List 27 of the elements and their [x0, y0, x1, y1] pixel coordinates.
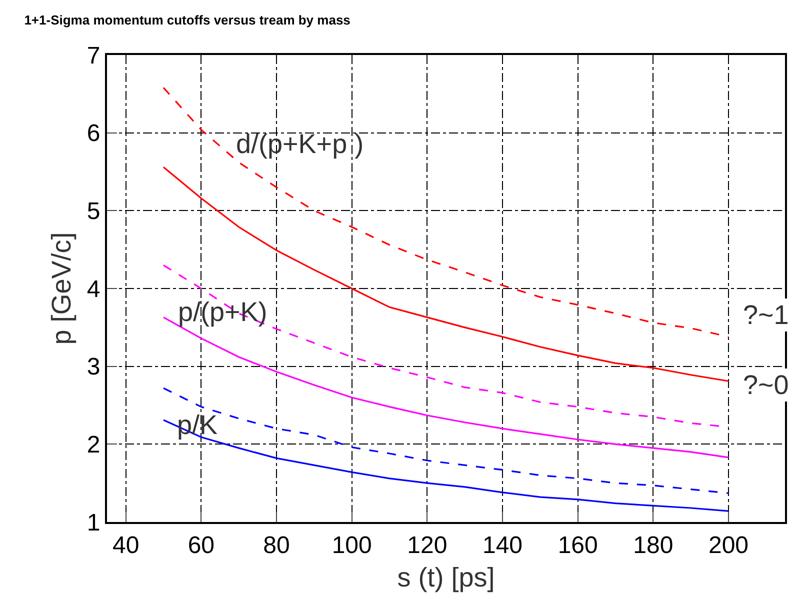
annotation: ?~1: [743, 300, 789, 330]
line-series: [162, 387, 730, 494]
line-series: [162, 86, 730, 338]
x-tick-label: 40: [112, 532, 140, 559]
annotation: p/(p+K): [178, 297, 268, 327]
y-tick-label: 7: [86, 42, 100, 70]
x-tick-label: 80: [263, 532, 290, 559]
y-tick-label: 3: [86, 354, 100, 381]
y-axis-title: p [GeV/c]: [46, 232, 76, 345]
line-series: [162, 166, 730, 382]
y-tick-label: 6: [86, 120, 100, 148]
annotation: d/(p+K+p ): [236, 129, 364, 159]
y-tick-label: 4: [86, 276, 100, 303]
annotation: ?~0: [743, 370, 789, 400]
x-tick-label: 120: [407, 532, 448, 559]
chart-title: 1+1-Sigma momentum cutoffs versus tream by mass: [24, 12, 350, 28]
x-tick-label: 200: [708, 532, 749, 559]
y-tick-label: 1: [86, 509, 100, 536]
x-tick-label: 140: [482, 532, 523, 559]
x-tick-label: 100: [332, 532, 372, 559]
y-tick-label: 2: [86, 432, 100, 459]
y-tick-label: 5: [86, 198, 100, 226]
annotation: p/K: [177, 410, 218, 440]
x-tick-label: 60: [188, 532, 215, 559]
x-axis-title: s (t) [ps]: [397, 562, 495, 593]
x-tick-label: 160: [558, 532, 598, 559]
x-tick-label: 180: [633, 532, 674, 559]
